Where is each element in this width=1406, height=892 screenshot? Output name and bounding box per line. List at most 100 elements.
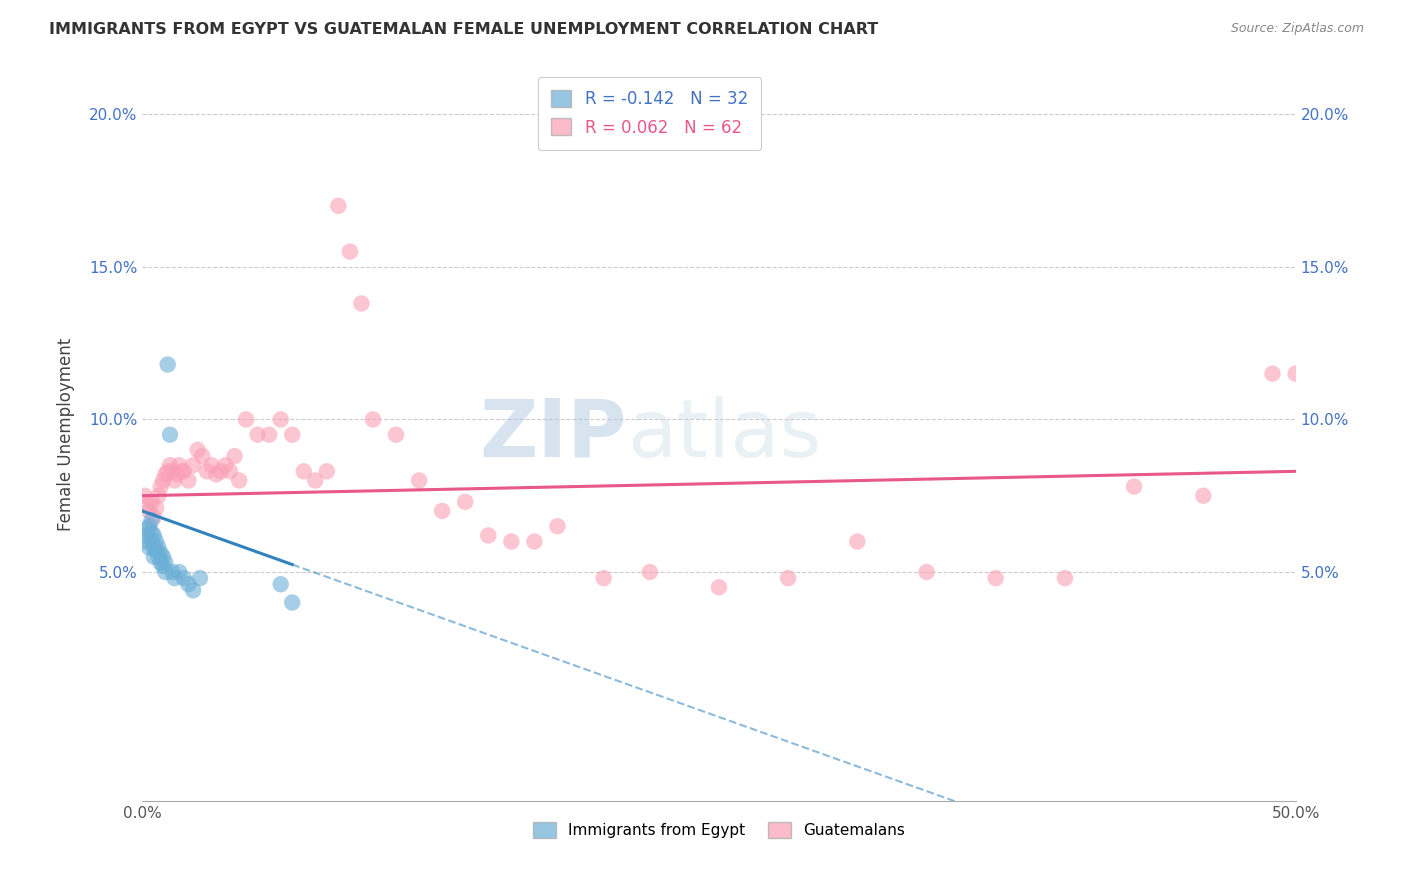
Text: Source: ZipAtlas.com: Source: ZipAtlas.com <box>1230 22 1364 36</box>
Point <box>181 583 204 598</box>
Point <box>149 556 172 570</box>
Point <box>177 577 200 591</box>
Point <box>246 427 269 442</box>
Point <box>304 474 326 488</box>
Point <box>915 565 938 579</box>
Point <box>138 519 160 533</box>
Point <box>135 522 157 536</box>
Point <box>149 479 172 493</box>
Point <box>173 571 195 585</box>
Point <box>195 464 218 478</box>
Point <box>408 474 430 488</box>
Point <box>361 412 384 426</box>
Point <box>142 549 165 564</box>
Point <box>145 500 167 515</box>
Point <box>477 528 499 542</box>
Point <box>523 534 546 549</box>
Point <box>152 549 174 564</box>
Y-axis label: Female Unemployment: Female Unemployment <box>58 338 75 532</box>
Point <box>224 449 246 463</box>
Point <box>200 458 222 473</box>
Point <box>156 358 179 372</box>
Point <box>281 427 304 442</box>
Point <box>1192 489 1215 503</box>
Point <box>149 547 172 561</box>
Text: IMMIGRANTS FROM EGYPT VS GUATEMALAN FEMALE UNEMPLOYMENT CORRELATION CHART: IMMIGRANTS FROM EGYPT VS GUATEMALAN FEMA… <box>49 22 879 37</box>
Legend: Immigrants from Egypt, Guatemalans: Immigrants from Egypt, Guatemalans <box>527 816 911 845</box>
Point <box>156 464 179 478</box>
Point <box>142 541 165 555</box>
Point <box>148 489 170 503</box>
Point <box>315 464 337 478</box>
Point <box>152 558 174 573</box>
Point <box>152 474 174 488</box>
Point <box>638 565 661 579</box>
Point <box>134 489 156 503</box>
Point <box>142 528 165 542</box>
Point <box>155 556 177 570</box>
Point <box>141 534 163 549</box>
Point <box>1053 571 1076 585</box>
Point <box>148 549 170 564</box>
Point <box>984 571 1007 585</box>
Point <box>148 541 170 555</box>
Point <box>162 565 184 579</box>
Point <box>170 464 193 478</box>
Point <box>235 412 257 426</box>
Point <box>142 510 165 524</box>
Point <box>350 296 373 310</box>
Point <box>173 464 195 478</box>
Point <box>214 458 236 473</box>
Text: ZIP: ZIP <box>479 396 627 474</box>
Text: atlas: atlas <box>627 396 821 474</box>
Point <box>209 464 232 478</box>
Point <box>167 565 190 579</box>
Point <box>155 467 177 482</box>
Point <box>205 467 228 482</box>
Point <box>1123 479 1146 493</box>
Point <box>257 427 280 442</box>
Point <box>141 495 163 509</box>
Point <box>159 427 181 442</box>
Point <box>547 519 569 533</box>
Point <box>135 498 157 512</box>
Point <box>454 495 477 509</box>
Point <box>778 571 800 585</box>
Point <box>166 467 188 482</box>
Point <box>159 458 181 473</box>
Point <box>281 595 304 609</box>
Point <box>846 534 869 549</box>
Point <box>177 474 200 488</box>
Point <box>501 534 523 549</box>
Point <box>1284 367 1306 381</box>
Point <box>134 534 156 549</box>
Point <box>270 577 292 591</box>
Point <box>1261 367 1284 381</box>
Point <box>385 427 408 442</box>
Point <box>328 199 350 213</box>
Point <box>163 571 186 585</box>
Point <box>138 541 160 555</box>
Point <box>162 464 184 478</box>
Point <box>155 565 177 579</box>
Point <box>592 571 614 585</box>
Point <box>707 580 730 594</box>
Point <box>188 571 211 585</box>
Point <box>430 504 453 518</box>
Point <box>141 513 163 527</box>
Point <box>141 525 163 540</box>
Point <box>270 412 292 426</box>
Point <box>138 504 160 518</box>
Point <box>339 244 361 259</box>
Point <box>167 458 190 473</box>
Point <box>145 534 167 549</box>
Point <box>191 449 214 463</box>
Point <box>145 543 167 558</box>
Point <box>292 464 315 478</box>
Point <box>219 464 242 478</box>
Point <box>187 442 209 457</box>
Point <box>135 528 157 542</box>
Point <box>163 474 186 488</box>
Point <box>181 458 204 473</box>
Point <box>228 474 250 488</box>
